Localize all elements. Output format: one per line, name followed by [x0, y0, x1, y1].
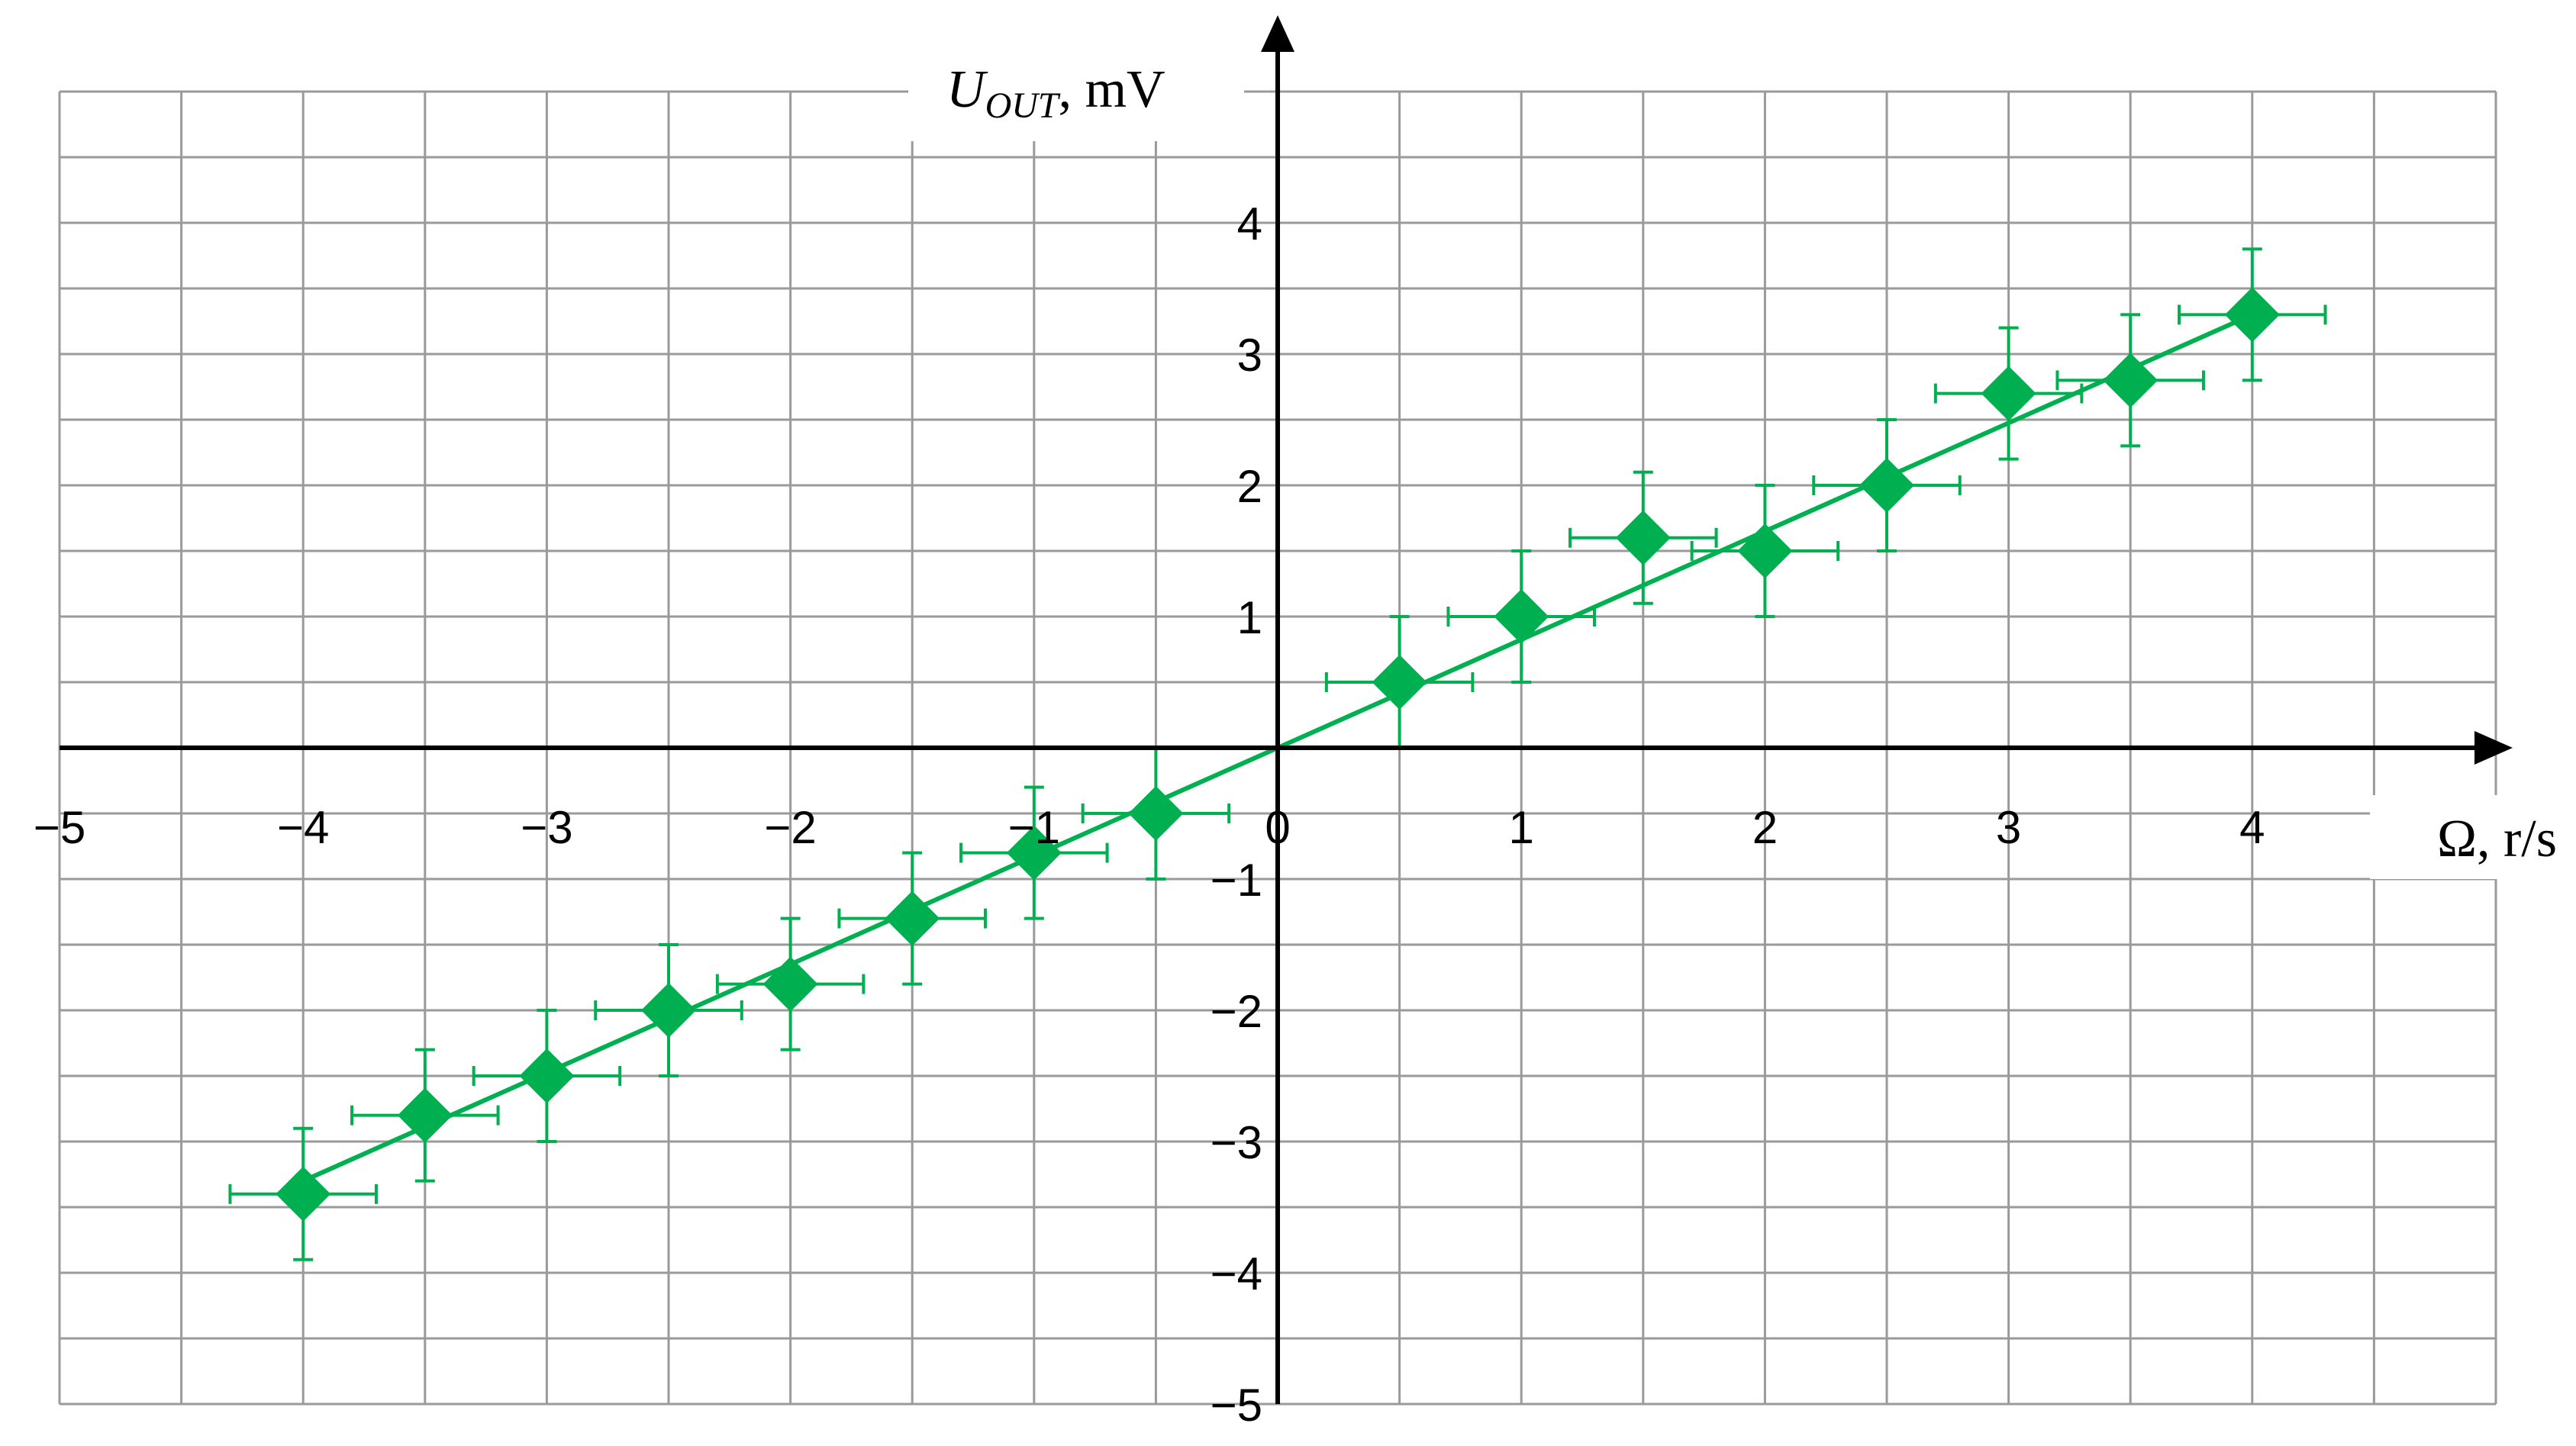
- data-point: [2055, 313, 2205, 448]
- data-point: [2178, 247, 2327, 382]
- data-point: [350, 1048, 500, 1183]
- diamond-marker: [519, 1048, 575, 1103]
- diamond-marker: [762, 956, 818, 1012]
- x-title-background: [2370, 795, 2576, 879]
- y-tick-label: −2: [1211, 986, 1262, 1037]
- diamond-marker: [1006, 825, 1062, 881]
- x-tick-label: −1: [1008, 802, 1060, 853]
- diamond-marker: [1494, 589, 1549, 644]
- y-tick-label: 4: [1237, 198, 1262, 250]
- diamond-marker: [1859, 458, 1914, 513]
- x-tick-label: −4: [277, 802, 329, 853]
- diamond-marker: [1737, 523, 1793, 578]
- data-point: [1324, 615, 1475, 749]
- diamond-marker: [397, 1087, 453, 1143]
- y-title-background: [908, 38, 1244, 141]
- y-tick-label: 1: [1237, 592, 1262, 643]
- x-axis-symbol: Ω: [2437, 810, 2477, 868]
- data-point: [472, 1009, 622, 1143]
- data-points: [228, 247, 2327, 1261]
- y-tick-label: −5: [1211, 1380, 1262, 1431]
- y-tick-label: 3: [1237, 330, 1262, 381]
- data-point: [1933, 326, 2084, 461]
- data-point: [837, 851, 987, 986]
- x-tick-labels: −5 −4 −3 −2 −1 0 1 2 3 4: [34, 802, 2265, 853]
- y-tick-label: −1: [1211, 855, 1262, 906]
- data-point: [1812, 418, 1962, 552]
- diamond-marker: [1372, 655, 1427, 710]
- x-axis-title: Ω, r/s: [2437, 810, 2557, 868]
- y-axis-subscript: OUT: [985, 85, 1061, 126]
- x-axis-arrow: [2474, 731, 2513, 765]
- x-tick-label: 2: [1752, 802, 1778, 853]
- diamond-marker: [276, 1166, 331, 1222]
- x-tick-label: 0: [1265, 802, 1290, 853]
- y-tick-label: −3: [1211, 1117, 1262, 1168]
- x-tick-label: −5: [34, 802, 85, 853]
- x-tick-label: 3: [1996, 802, 2021, 853]
- x-tick-label: 1: [1509, 802, 1534, 853]
- data-point: [1446, 549, 1596, 684]
- diamond-marker: [641, 983, 696, 1038]
- diamond-marker: [2103, 353, 2158, 408]
- x-tick-label: 4: [2239, 802, 2265, 853]
- y-axis-symbol: U: [946, 60, 988, 119]
- grid: [58, 38, 2576, 1406]
- data-point: [1081, 746, 1231, 881]
- data-point: [1568, 470, 1718, 605]
- x-axis-unit: , r/s: [2477, 810, 2557, 868]
- x-tick-label: −2: [764, 802, 816, 853]
- axes: [60, 15, 2513, 1404]
- y-axis-title: UOUT, mV: [946, 60, 1165, 126]
- y-tick-label: 2: [1237, 461, 1262, 512]
- data-point: [1690, 484, 1840, 618]
- y-axis-arrow: [1261, 15, 1294, 52]
- x-tick-label: −3: [521, 802, 572, 853]
- diamond-marker: [1615, 510, 1671, 565]
- y-axis-unit: , mV: [1059, 60, 1165, 119]
- y-tick-labels: −5 −4 −3 −2 −1 1 2 3 4: [1211, 198, 1262, 1431]
- data-point: [228, 1126, 378, 1261]
- data-point: [594, 943, 743, 1077]
- diamond-marker: [1981, 366, 2036, 421]
- diamond-marker: [2224, 287, 2280, 343]
- diamond-marker: [885, 890, 940, 946]
- diamond-marker: [1128, 786, 1184, 841]
- data-point: [715, 916, 866, 1051]
- data-point: [959, 785, 1109, 920]
- y-tick-label: −4: [1211, 1248, 1262, 1299]
